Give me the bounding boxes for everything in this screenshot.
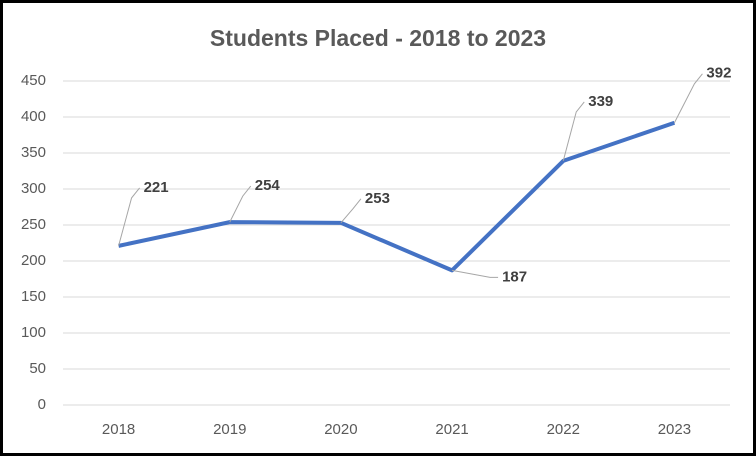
x-tick-label: 2022 [547,421,580,438]
y-tick-label: 150 [21,288,46,305]
data-label: 254 [255,177,281,194]
data-label: 392 [706,65,731,82]
y-tick-label: 0 [38,396,46,413]
data-label: 187 [502,268,527,285]
leader-line [673,73,703,123]
leader-line [229,185,252,223]
x-tick-label: 2020 [324,421,357,438]
data-label: 253 [365,190,390,207]
y-tick-label: 400 [21,108,46,125]
data-label: 221 [144,179,169,196]
leader-line [451,269,499,278]
y-tick-label: 350 [21,144,46,161]
data-line [118,120,676,273]
x-tick-label: 2019 [213,421,246,438]
y-tick-label: 250 [21,216,46,233]
leader-line [118,187,140,247]
x-tick-label: 2018 [102,421,135,438]
chart-title: Students Placed - 2018 to 2023 [210,25,546,51]
x-tick-label: 2021 [435,421,468,438]
leader-line [562,101,585,162]
y-tick-label: 300 [21,180,46,197]
y-tick-label: 50 [29,360,46,377]
data-label: 339 [588,93,613,110]
y-tick-label: 200 [21,252,46,269]
x-tick-label: 2023 [658,421,691,438]
y-tick-label: 450 [21,72,46,89]
y-tick-label: 100 [21,324,46,341]
leader-line [340,198,362,224]
